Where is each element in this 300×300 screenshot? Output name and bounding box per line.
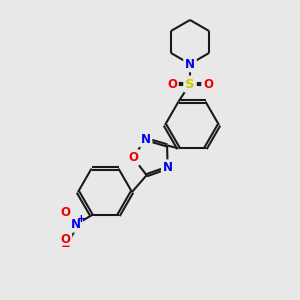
Text: −: − <box>61 240 70 253</box>
Text: O: O <box>167 77 177 91</box>
Text: O: O <box>203 77 213 91</box>
Text: N: N <box>141 133 151 146</box>
Text: N: N <box>71 218 81 231</box>
Text: O: O <box>60 233 70 246</box>
Text: N: N <box>185 58 195 70</box>
Text: N: N <box>163 161 173 174</box>
Text: O: O <box>61 206 70 219</box>
Text: +: + <box>76 214 85 224</box>
Text: O: O <box>128 151 138 164</box>
Text: S: S <box>185 77 195 91</box>
